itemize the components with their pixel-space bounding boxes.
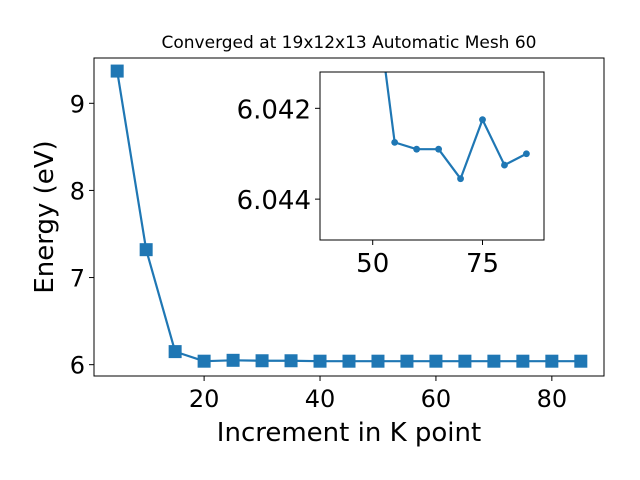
x-axis-label: Increment in K point [217, 418, 481, 448]
inset-plot-frame [319, 71, 545, 241]
main-data-point [429, 354, 443, 368]
main-data-point [168, 345, 182, 359]
inset-data-point [457, 175, 464, 183]
main-axis-ticks: 20 40 60 80 6 7 8 9 [70, 90, 567, 413]
inset-x-tick-label: 50 [356, 249, 389, 279]
main-y-tick-label: 7 [70, 265, 85, 293]
main-data-point [516, 354, 530, 368]
main-y-tick-label: 9 [70, 90, 85, 118]
main-data-point [342, 354, 356, 368]
main-series [110, 64, 588, 368]
main-data-point [255, 354, 269, 368]
main-data-point [139, 243, 153, 257]
y-axis-label: Energy (eV) [30, 140, 60, 293]
inset-y-tick-label: 6.044 [237, 186, 311, 216]
main-data-point [313, 354, 327, 368]
main-x-tick-label: 20 [189, 385, 220, 413]
inset-x-tick-label: 75 [466, 249, 499, 279]
inset-axis-ticks: 50 75 6.042 6.044 [237, 95, 499, 279]
main-data-point [574, 354, 588, 368]
main-x-tick-label: 80 [537, 385, 568, 413]
inset-series-line [384, 72, 527, 180]
inset-data-point [523, 150, 530, 158]
inset-series [384, 72, 530, 183]
main-x-tick-label: 40 [305, 385, 336, 413]
main-data-point [197, 354, 211, 368]
chart-title: Converged at 19x12x13 Automatic Mesh 60 [162, 33, 537, 53]
inset-data-point [391, 138, 399, 146]
main-data-point [110, 64, 124, 78]
main-y-tick-label: 8 [70, 177, 85, 205]
main-data-point [371, 354, 385, 368]
main-plot-frame [93, 57, 605, 377]
inset-data-point [435, 145, 442, 153]
main-data-point [487, 354, 501, 368]
main-data-point [545, 354, 559, 368]
main-data-point [226, 353, 240, 367]
main-y-tick-label: 6 [70, 352, 85, 380]
inset-plot-background [320, 72, 544, 240]
main-data-point [284, 354, 298, 368]
main-data-point [400, 354, 414, 368]
inset-data-point [501, 161, 508, 169]
main-x-tick-label: 60 [421, 385, 452, 413]
main-data-point [458, 354, 472, 368]
inset-y-tick-label: 6.042 [237, 95, 311, 125]
inset-data-point [479, 116, 486, 124]
inset-data-point [413, 145, 421, 153]
